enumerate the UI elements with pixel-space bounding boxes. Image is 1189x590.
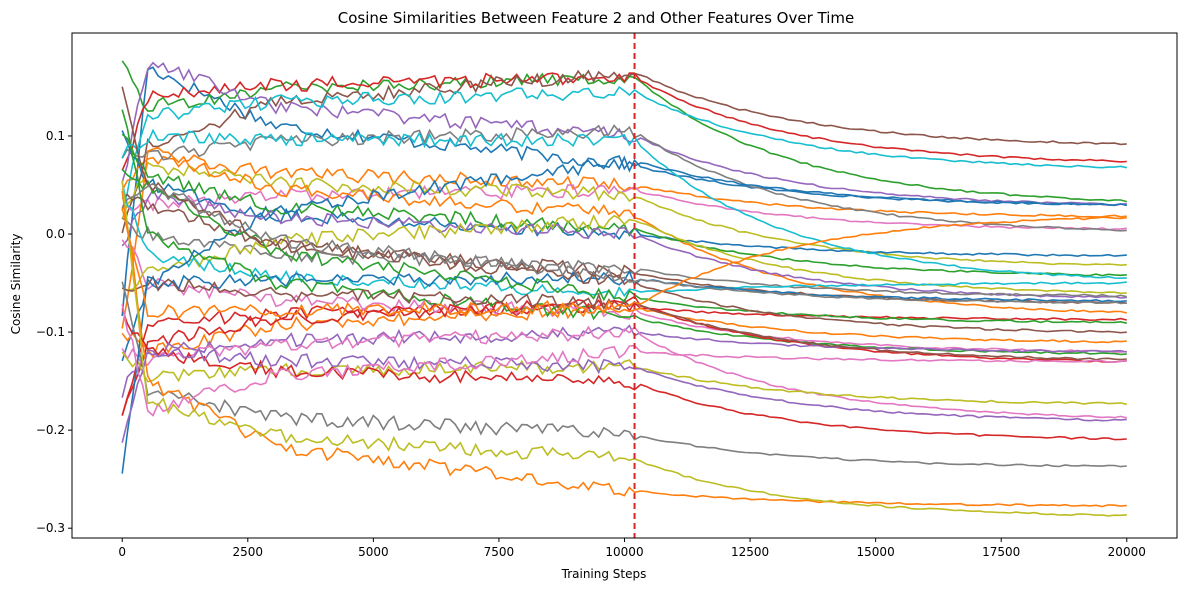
series-line	[121, 86, 1127, 334]
series-line	[121, 304, 1127, 417]
series-line	[121, 155, 1127, 474]
x-axis-ticks: 0 2500 5000 7500 10000 12500 15000 17500 20000	[118, 538, 1146, 559]
series-line	[121, 182, 1127, 305]
y-tick-label: −0.3	[36, 521, 65, 535]
x-tick-label: 5000	[358, 545, 389, 559]
series-line	[121, 308, 1127, 441]
y-axis-label: Cosine Similarity	[9, 234, 23, 335]
series-line	[121, 85, 1127, 212]
series-line	[121, 300, 1127, 416]
series-line	[121, 281, 1127, 468]
x-axis-label: Training Steps	[561, 567, 647, 581]
x-tick-label: 2500	[233, 545, 264, 559]
series-line	[121, 168, 1127, 324]
series-line	[121, 61, 1127, 207]
x-tick-label: 12500	[731, 545, 769, 559]
y-tick-label: −0.1	[36, 325, 65, 339]
plot-frame	[71, 32, 1178, 539]
series-line	[121, 154, 1127, 218]
x-tick-label: 15000	[857, 545, 895, 559]
series-line	[121, 347, 1127, 443]
x-tick-label: 10000	[605, 545, 643, 559]
y-axis-ticks: −0.3 −0.2 −0.1 0.0 0.1	[36, 129, 72, 535]
y-tick-label: −0.2	[36, 423, 65, 437]
series-line	[121, 146, 1127, 329]
series-line	[121, 124, 1127, 232]
x-tick-label: 20000	[1108, 545, 1146, 559]
series-line	[121, 275, 1127, 361]
y-tick-label: 0.0	[46, 227, 65, 241]
series-line	[121, 217, 1127, 298]
chart-title: Cosine Similarities Between Feature 2 an…	[338, 9, 855, 27]
series-line	[121, 60, 1127, 203]
x-tick-label: 7500	[484, 545, 515, 559]
series-line	[121, 180, 1127, 517]
series-lines	[121, 60, 1127, 517]
series-line	[121, 214, 1127, 295]
y-tick-label: 0.1	[46, 129, 65, 143]
series-line	[121, 69, 1127, 234]
series-line	[121, 188, 1127, 299]
series-line	[121, 161, 1127, 267]
series-line	[121, 190, 1127, 508]
series-line	[121, 207, 1127, 320]
series-line	[121, 302, 1127, 359]
series-line	[121, 325, 1127, 419]
series-line	[121, 193, 1127, 305]
series-line	[121, 72, 1127, 171]
series-line	[121, 128, 1127, 280]
x-tick-label: 17500	[982, 545, 1020, 559]
series-line	[121, 130, 1127, 258]
x-tick-label: 0	[118, 545, 126, 559]
